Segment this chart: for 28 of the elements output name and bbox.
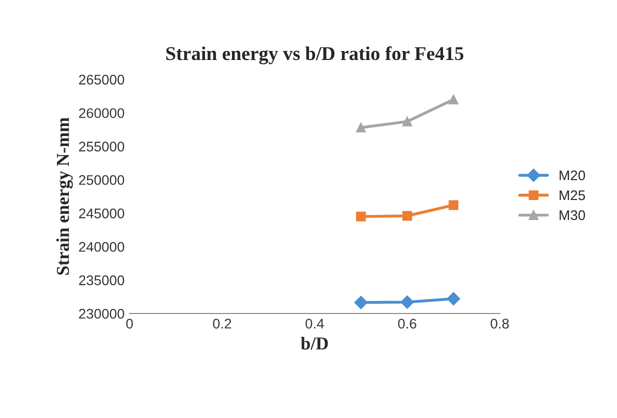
- x-tick-label: 0.2: [213, 318, 232, 329]
- y-tick-label: 235000: [79, 275, 124, 286]
- legend-label: M30: [560, 210, 586, 220]
- y-axis-title: Strain energy N-mm: [56, 118, 73, 275]
- x-tick-label: 0.8: [490, 318, 509, 329]
- point: [354, 296, 368, 310]
- point: [356, 212, 366, 222]
- legend-label: M20: [560, 170, 586, 180]
- point: [446, 292, 460, 306]
- x-axis-title: b/D: [300, 336, 328, 350]
- point: [448, 200, 458, 210]
- point: [402, 116, 412, 126]
- y-tick-label: 240000: [79, 242, 124, 252]
- x-tick-label: 0.6: [398, 318, 416, 329]
- point: [448, 94, 458, 104]
- x-tick-label: 0.4: [306, 318, 324, 329]
- y-tick-label: 230000: [79, 308, 124, 319]
- y-tick-label: 250000: [79, 175, 124, 185]
- y-tick-label: 255000: [79, 142, 124, 152]
- point: [402, 210, 412, 221]
- legend-label: M25: [560, 190, 585, 200]
- chart-title: Strain energy vs b/D ratio for Fe415: [166, 46, 464, 64]
- x-tick-label: 0: [126, 318, 133, 329]
- point: [400, 296, 414, 309]
- point: [356, 122, 366, 132]
- y-tick-label: 245000: [79, 208, 124, 218]
- y-tick-label: 260000: [79, 108, 124, 118]
- y-tick-label: 265000: [79, 74, 124, 85]
